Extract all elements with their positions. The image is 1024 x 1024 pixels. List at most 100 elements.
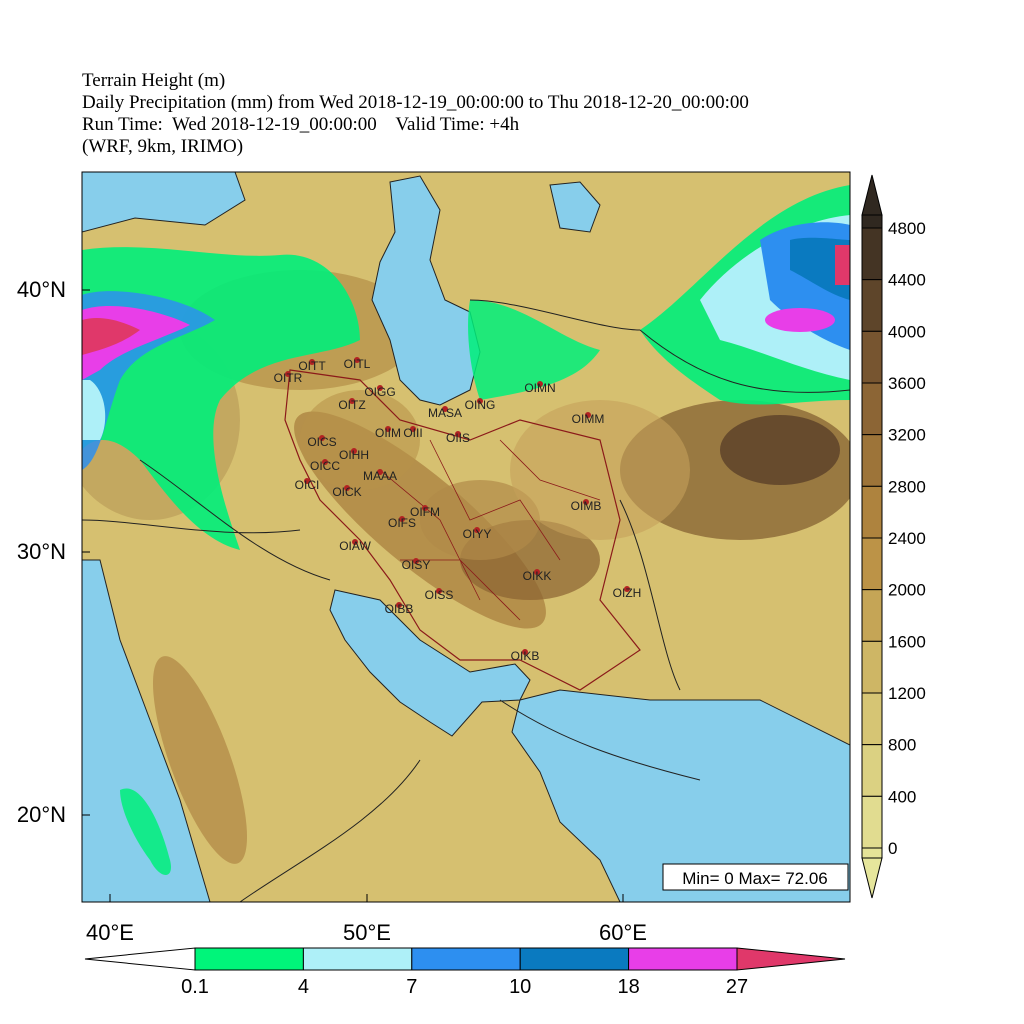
station-dot: [344, 485, 350, 491]
colorbar-label: 27: [726, 976, 748, 998]
station-dot: [377, 385, 383, 391]
colorbar-box: [861, 692, 883, 746]
station-label: OIBB: [385, 602, 414, 616]
station-label: OITR: [274, 371, 303, 385]
lat-label: 30°N: [17, 539, 66, 564]
station-label: OISS: [425, 588, 454, 602]
colorbar-cap: [861, 857, 883, 899]
title-block: Terrain Height (m)Daily Precipitation (m…: [82, 70, 749, 157]
terrain-colorbar: 4800440040003600320028002400200016001200…: [861, 174, 926, 899]
colorbar-label: 10: [509, 976, 531, 998]
station-dot: [624, 586, 630, 592]
station-label: OITT: [298, 359, 326, 373]
colorbar-box: [628, 947, 738, 971]
colorbar-label: 4800: [888, 219, 926, 238]
colorbar-label: 2800: [888, 477, 926, 496]
colorbar-label: 0: [888, 839, 897, 858]
station-dot: [309, 359, 315, 365]
stats-box: [662, 863, 849, 891]
colorbar-cap: [84, 947, 196, 971]
station-dot: [537, 381, 543, 387]
title-line: Terrain Height (m): [82, 70, 225, 91]
station-dot: [385, 426, 391, 432]
station-dot: [534, 569, 540, 575]
map-frame: [81, 171, 851, 903]
station-label: OIFM: [410, 505, 440, 519]
title-line: Daily Precipitation (mm) from Wed 2018-1…: [82, 92, 749, 113]
colorbar-box: [861, 795, 883, 849]
colorbar-box: [861, 847, 883, 859]
station-label: OIFS: [388, 516, 416, 530]
station-dot: [474, 527, 480, 533]
colorbar-label: 800: [888, 736, 916, 755]
station-label: OICI: [295, 478, 320, 492]
station-dot: [585, 412, 591, 418]
station-label: OIII: [403, 426, 422, 440]
station-dot: [285, 371, 291, 377]
colorbar-box: [411, 947, 521, 971]
colorbar-label: 1200: [888, 684, 926, 703]
colorbar-label: 4400: [888, 271, 926, 290]
colorbar-cap: [736, 947, 846, 971]
station-dot: [354, 357, 360, 363]
station-label: OIMM: [572, 412, 605, 426]
station-label: OIAW: [339, 539, 371, 553]
colorbar-cap: [861, 174, 883, 216]
station-dot: [410, 426, 416, 432]
station-dot: [396, 602, 402, 608]
colorbar-box: [861, 434, 883, 487]
station-label: OIMN: [524, 381, 555, 395]
lon-label: 60°E: [599, 920, 647, 945]
colorbar-box: [861, 214, 883, 229]
colorbar-label: 3600: [888, 374, 926, 393]
colorbar-box: [861, 744, 883, 797]
map-axes: 40°N 30°N 20°N 40°E 50°E 60°E: [17, 277, 647, 945]
colorbar-label: 2400: [888, 529, 926, 548]
station-label: OITZ: [338, 398, 365, 412]
colorbar-label: 400: [888, 787, 916, 806]
lat-label: 40°N: [17, 277, 66, 302]
lon-label: 40°E: [86, 920, 134, 945]
colorbar-box: [861, 227, 883, 281]
station-label: OIIS: [446, 431, 470, 445]
station-label: MAAA: [363, 469, 397, 483]
station-dot: [319, 435, 325, 441]
title-line: Run Time: Wed 2018-12-19_00:00:00 Valid …: [82, 114, 520, 135]
station-dot: [352, 539, 358, 545]
station-label: MASA: [428, 406, 462, 420]
station-dot: [322, 459, 328, 465]
colorbar-label: 4000: [888, 322, 926, 341]
station-label: OICC: [310, 459, 340, 473]
colorbar-box: [861, 330, 883, 384]
station-label: OIGG: [364, 385, 395, 399]
lat-label: 20°N: [17, 802, 66, 827]
colorbar-label: 7: [406, 976, 417, 998]
colorbar-box: [861, 589, 883, 642]
colorbar-box: [861, 640, 883, 694]
colorbar-box: [861, 537, 883, 591]
station-dot: [377, 469, 383, 475]
station-label: OIZH: [613, 586, 642, 600]
station-dot: [304, 478, 310, 484]
station-dot: [477, 398, 483, 404]
station-dot: [436, 588, 442, 594]
station-label: OICK: [332, 485, 361, 499]
station-dot: [349, 398, 355, 404]
station-dot: [413, 558, 419, 564]
station-dot: [455, 431, 461, 437]
station-dot: [522, 649, 528, 655]
colorbar-label: 4: [298, 976, 309, 998]
stats-text: Min= 0 Max= 72.06: [682, 869, 828, 888]
map: [82, 172, 850, 902]
station-label: OIHH: [339, 448, 369, 462]
station-label: OIKK: [523, 569, 552, 583]
station-label: OITL: [344, 357, 371, 371]
station-label: OING: [465, 398, 496, 412]
station-dot: [583, 499, 589, 505]
colorbar-box: [302, 947, 413, 971]
station-label: OIKB: [511, 649, 540, 663]
colorbar-box: [861, 485, 883, 539]
station-dot: [422, 505, 428, 511]
